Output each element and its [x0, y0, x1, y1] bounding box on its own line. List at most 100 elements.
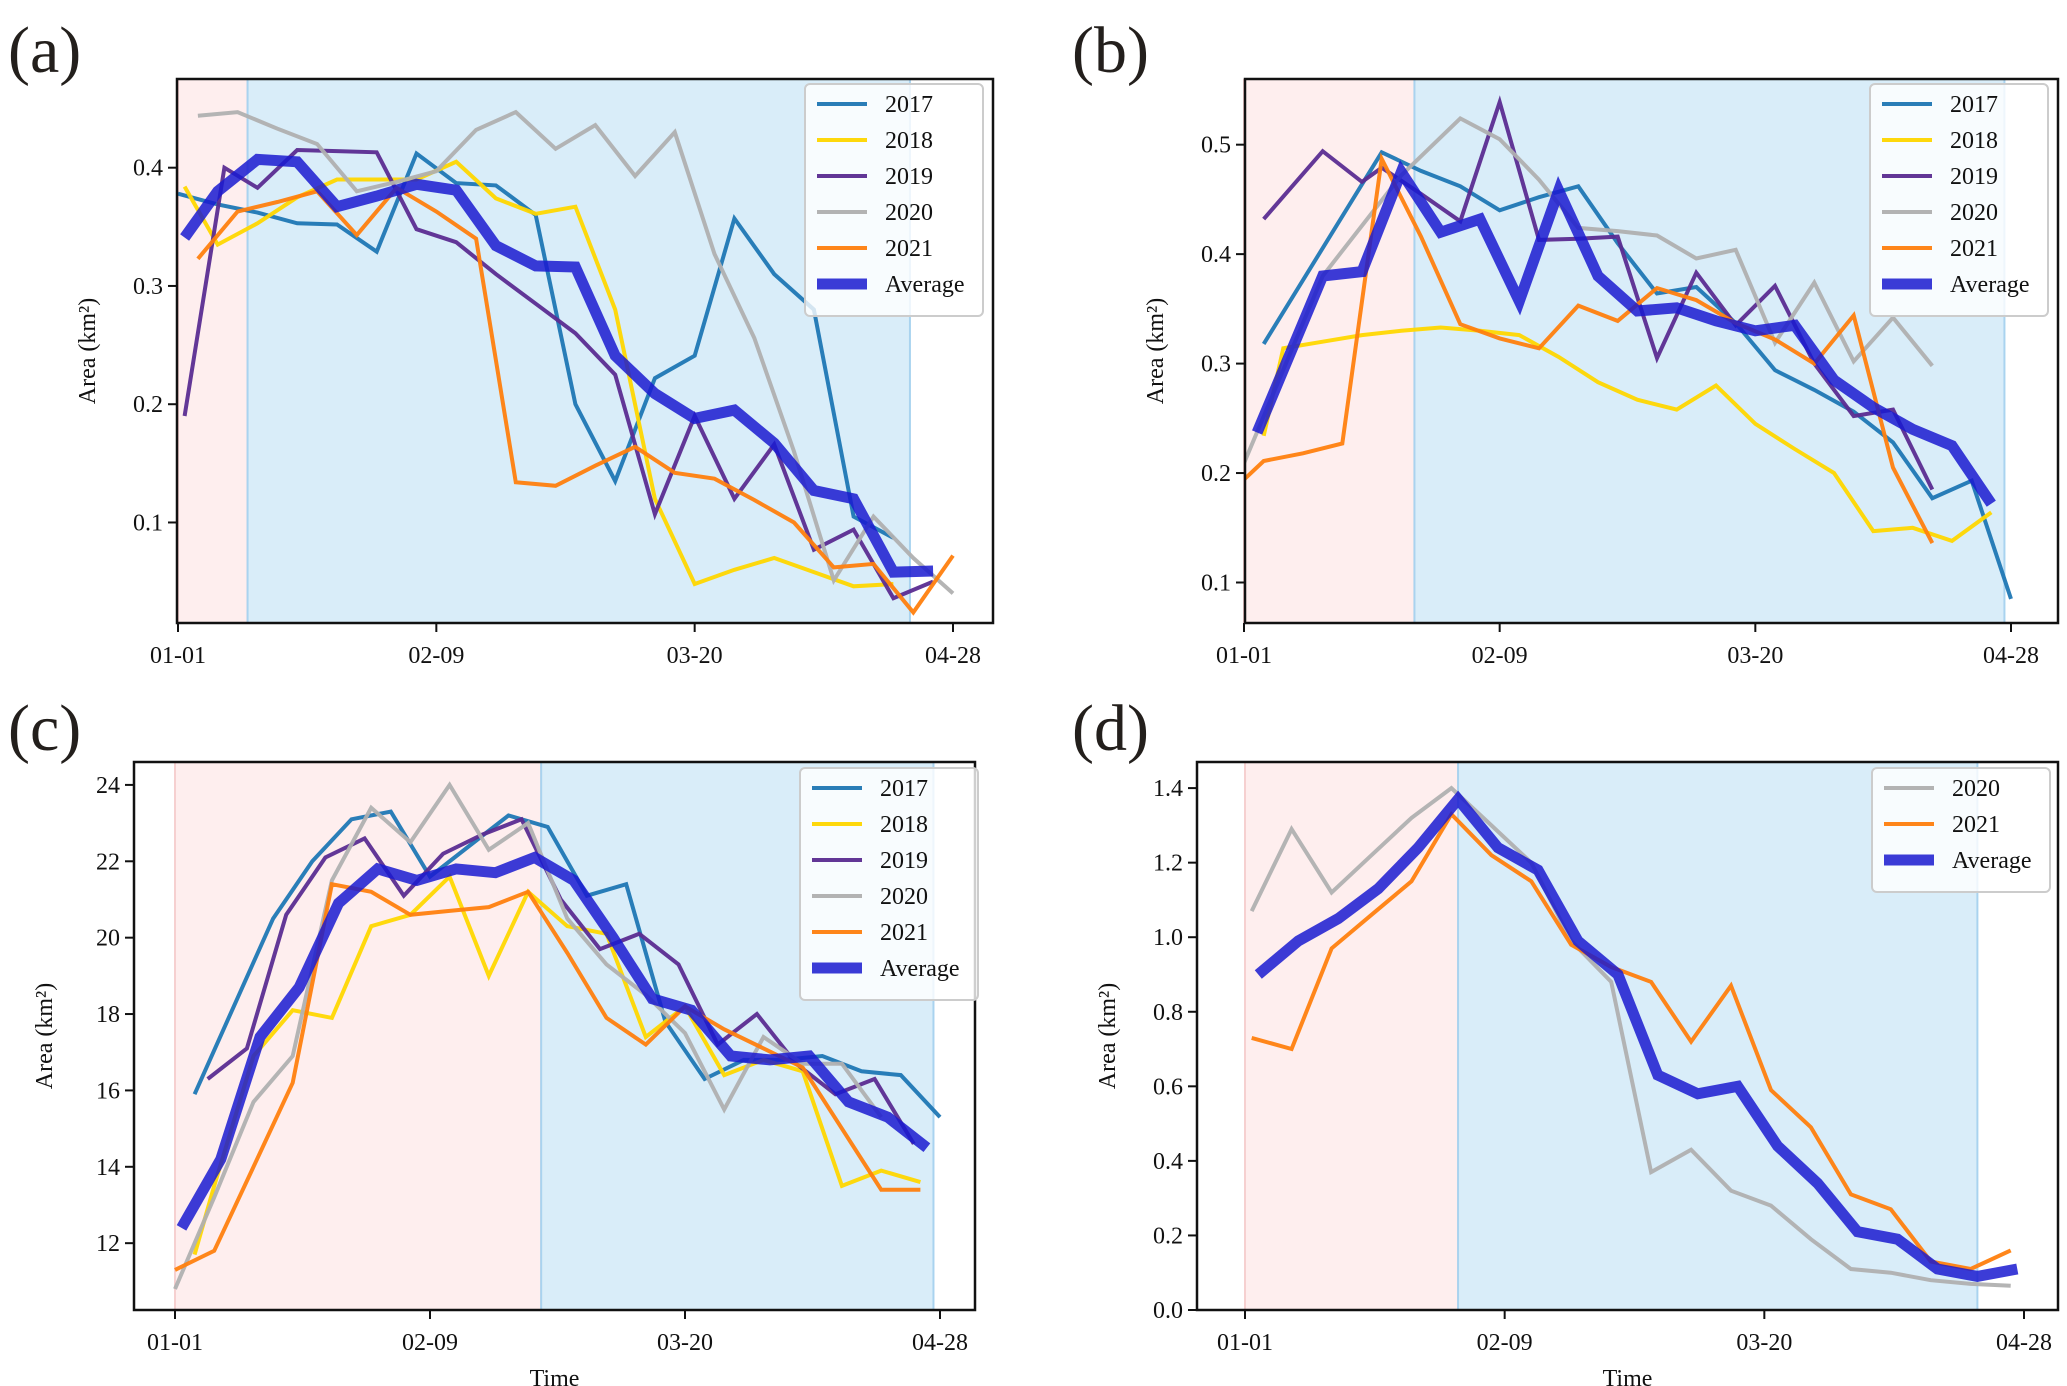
y-tick-label: 16: [96, 1078, 120, 1104]
series-line-2017: [1261, 149, 2013, 600]
x-tick-label: 03-20: [1727, 643, 1783, 669]
x-tick-label: 01-01: [147, 1330, 203, 1356]
legend-label: Average: [1950, 272, 2030, 298]
legend-label: 2018: [885, 128, 933, 154]
legend-label: 2019: [1950, 164, 1998, 190]
series-line-average: [1254, 790, 2019, 1282]
y-tick-label: 20: [96, 926, 120, 952]
legend-label: 2021: [1952, 812, 2000, 838]
y-tick-label: 1.4: [1153, 776, 1183, 802]
series-group: [173, 781, 942, 1290]
panel-label: (d): [1072, 692, 1149, 765]
x-tick-label: 01-01: [1217, 1330, 1273, 1356]
x-tick-label: 01-01: [150, 643, 206, 669]
panel-a: (a) 01-01 02-09 03-20 04-28 0.1 0.2 0.3 0.4 Area …: [8, 14, 995, 669]
y-tick-label: 0.8: [1153, 1000, 1183, 1026]
series-group: [1245, 95, 2013, 600]
y-tick-label: 0.2: [1201, 461, 1231, 487]
y-tick-label: 0.6: [1153, 1074, 1183, 1100]
x-tick-label: 01-01: [1216, 643, 1272, 669]
y-tick-label: 0.4: [1153, 1149, 1183, 1175]
y-tick-label: 0.0: [1153, 1298, 1183, 1324]
y-tick-label: 0.1: [133, 510, 163, 536]
axes-frame: [175, 77, 995, 625]
legend: 2017 2018 2019 2020 2021 Average: [799, 767, 979, 1001]
legend-label: 2019: [885, 164, 933, 190]
series-line-2020: [1249, 785, 2011, 1288]
x-tick-label: 04-28: [912, 1330, 968, 1356]
series-line-average: [176, 851, 931, 1231]
y-tick-label: 0.1: [1201, 571, 1231, 597]
shaded-region-pre: [1244, 79, 1415, 623]
shaded-region-pre: [175, 762, 542, 1310]
panel-c: (c) 01-01 02-09 03-20 04-28 12 14 16 18 20 22 24 Are…: [8, 692, 979, 1386]
panel-b: (b) 01-01 02-09 03-20 04-28 0.1 0.2 0.3 0.4 0.5 Ar…: [1072, 14, 2060, 669]
legend-label: 2020: [1950, 200, 1998, 226]
legend-label: Average: [1952, 848, 2032, 874]
y-axis-label: Area (km²): [32, 983, 58, 1089]
series-line-2021: [1245, 152, 1935, 545]
y-tick-label: 0.3: [1201, 352, 1231, 378]
series-line-average: [180, 153, 934, 578]
y-axis-label: Area (km²): [75, 298, 101, 404]
legend-label: 2019: [880, 848, 928, 874]
legend: 2017 2018 2019 2020 2021 Average: [804, 83, 984, 317]
panel-label: (a): [8, 14, 81, 87]
series-line-2021: [174, 881, 921, 1272]
x-tick-label: 04-28: [1983, 643, 2039, 669]
y-tick-label: 18: [96, 1002, 120, 1028]
panel-d: (d) 01-01 02-09 03-20 04-28 0.0 0.2 0.4 0.6 0.8 1.…: [1072, 692, 2060, 1386]
y-axis-label: Area (km²): [1143, 298, 1169, 404]
series-line-2021: [1251, 810, 2012, 1272]
legend-label: 2018: [1950, 128, 1998, 154]
series-line-average: [1252, 160, 1996, 507]
shaded-region-main: [247, 79, 910, 623]
series-line-2020: [173, 781, 883, 1290]
x-tick-label: 04-28: [925, 643, 981, 669]
x-tick-label: 02-09: [408, 643, 464, 669]
y-tick-label: 0.2: [133, 392, 163, 418]
legend-label: 2018: [880, 812, 928, 838]
x-tick-label: 03-20: [667, 643, 723, 669]
y-tick-label: 1.2: [1153, 851, 1183, 877]
axes-frame: [1195, 760, 2060, 1312]
legend-label: 2017: [880, 776, 928, 802]
y-tick-label: 22: [96, 849, 120, 875]
y-axis-label: Area (km²): [1095, 983, 1121, 1089]
series-line-2019: [182, 147, 934, 601]
panel-label: (c): [8, 692, 81, 765]
legend-label: 2020: [880, 884, 928, 910]
x-tick-label: 03-20: [657, 1330, 713, 1356]
y-tick-label: 0.4: [1201, 242, 1231, 268]
legend-label: 2021: [880, 920, 928, 946]
legend-label: Average: [885, 272, 965, 298]
axes-frame: [132, 760, 977, 1312]
axes-frame: [1243, 77, 2060, 625]
series-group: [177, 109, 955, 616]
x-tick-label: 02-09: [402, 1330, 458, 1356]
y-tick-label: 14: [96, 1155, 120, 1181]
x-tick-label: 04-28: [1996, 1330, 2052, 1356]
series-group: [1249, 785, 2019, 1288]
y-tick-label: 1.0: [1153, 925, 1183, 951]
series-line-2018: [192, 873, 921, 1256]
y-tick-label: 0.2: [1153, 1223, 1183, 1249]
legend-label: 2017: [885, 92, 933, 118]
y-tick-label: 24: [96, 773, 120, 799]
x-axis-label: Time: [530, 1366, 580, 1386]
x-tick-label: 02-09: [1477, 1330, 1533, 1356]
legend-label: 2020: [885, 200, 933, 226]
series-line-2018: [1261, 325, 1993, 544]
x-tick-label: 02-09: [1472, 643, 1528, 669]
legend-label: 2017: [1950, 92, 1998, 118]
legend-label: 2021: [1950, 236, 1998, 262]
x-axis-label: Time: [1603, 1366, 1653, 1386]
y-tick-label: 12: [96, 1231, 120, 1257]
legend-label: Average: [880, 956, 960, 982]
legend-label: 2021: [885, 236, 933, 262]
series-line-2020: [1245, 115, 1934, 464]
y-tick-label: 0.4: [133, 156, 163, 182]
y-tick-label: 0.3: [133, 274, 163, 300]
legend: 2020 2021 Average: [1871, 767, 2051, 893]
